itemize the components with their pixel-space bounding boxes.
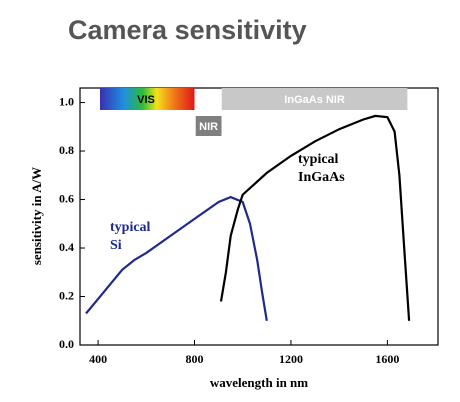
x-tick-label: 800 xyxy=(186,352,204,366)
x-tick-label: 400 xyxy=(89,352,107,366)
chart-title: Camera sensitivity xyxy=(68,15,307,45)
band-label: InGaAs NIR xyxy=(284,94,345,106)
x-tick-label: 1200 xyxy=(279,352,303,366)
plot-frame xyxy=(79,87,439,346)
y-tick-label: 0.8 xyxy=(59,143,74,157)
y-tick-label: 1.0 xyxy=(59,94,74,108)
band xyxy=(100,88,195,110)
series-line xyxy=(85,195,268,321)
y-axis-label: sensitivity in A/W xyxy=(29,167,44,265)
x-axis-label: wavelength in nm xyxy=(210,375,308,390)
annotation: InGaAs xyxy=(298,170,345,185)
band xyxy=(195,116,222,136)
band-label: NIR xyxy=(199,121,218,133)
y-tick-label: 0.4 xyxy=(59,240,74,254)
annotation: typical xyxy=(298,152,339,167)
series-line xyxy=(219,114,411,321)
x-tick-label: 1600 xyxy=(375,352,399,366)
y-tick-label: 0.0 xyxy=(59,337,74,351)
y-tick-label: 0.6 xyxy=(59,191,74,205)
band-label: VIS xyxy=(137,94,155,106)
annotation: Si xyxy=(110,238,122,253)
y-tick-label: 0.2 xyxy=(59,288,74,302)
band xyxy=(221,88,408,110)
annotation: typical xyxy=(110,220,151,235)
